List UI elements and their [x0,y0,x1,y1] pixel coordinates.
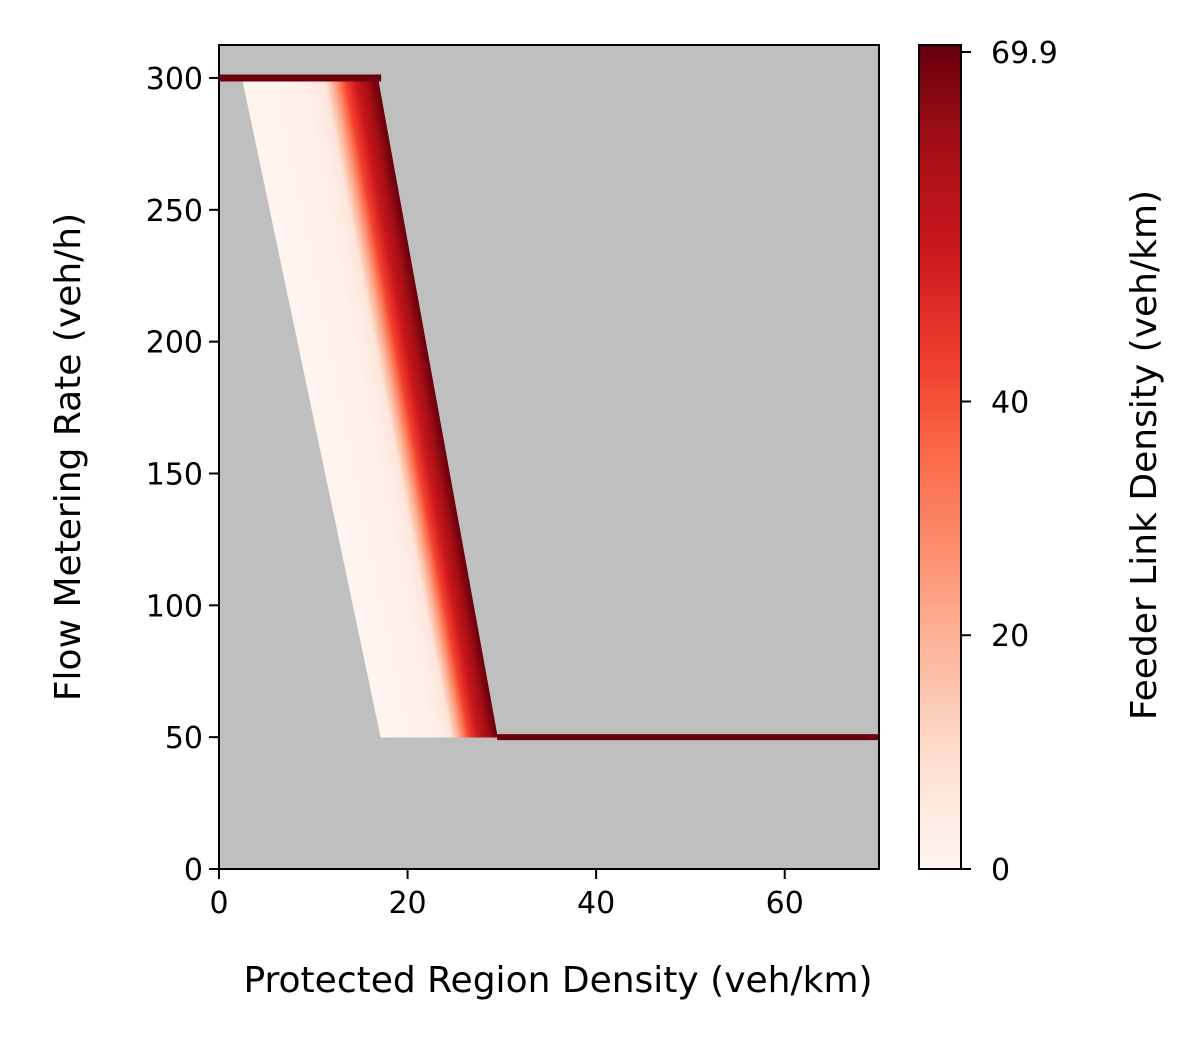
colorbar: 0 20 40 69.9 [918,36,1058,888]
y-tick-label: 100 [146,589,203,624]
colorbar-tick-label: 0 [991,853,1010,888]
colorbar-gradient [918,44,962,870]
plot-area [218,44,880,870]
colorbar-tick-label: 40 [991,385,1029,420]
y-tick-label: 150 [146,457,203,492]
y-axis: 0 50 100 150 200 250 300 [146,62,219,888]
y-tick-label: 200 [146,326,203,361]
x-tick-label: 60 [766,886,804,921]
y-axis-label: Flow Metering Rate (veh/h) [48,213,89,701]
colorbar-tick-label: 20 [991,619,1029,654]
y-tick-label: 250 [146,194,203,229]
y-tick-label: 50 [165,721,203,756]
x-axis: 0 20 40 60 [209,869,804,921]
x-tick-label: 0 [209,886,228,921]
y-tick-label: 0 [184,853,203,888]
region-strips [241,77,498,738]
colorbar-label: Feeder Link Density (veh/km) [1124,190,1165,720]
plot-frame [218,44,880,870]
y-tick-label: 300 [146,62,203,97]
colorbar-ticks: 0 20 40 69.9 [961,36,1058,888]
colorbar-tick-label: 69.9 [991,36,1058,71]
x-axis-label: Protected Region Density (veh/km) [243,960,872,1001]
x-tick-label: 40 [577,886,615,921]
x-tick-label: 20 [388,886,426,921]
